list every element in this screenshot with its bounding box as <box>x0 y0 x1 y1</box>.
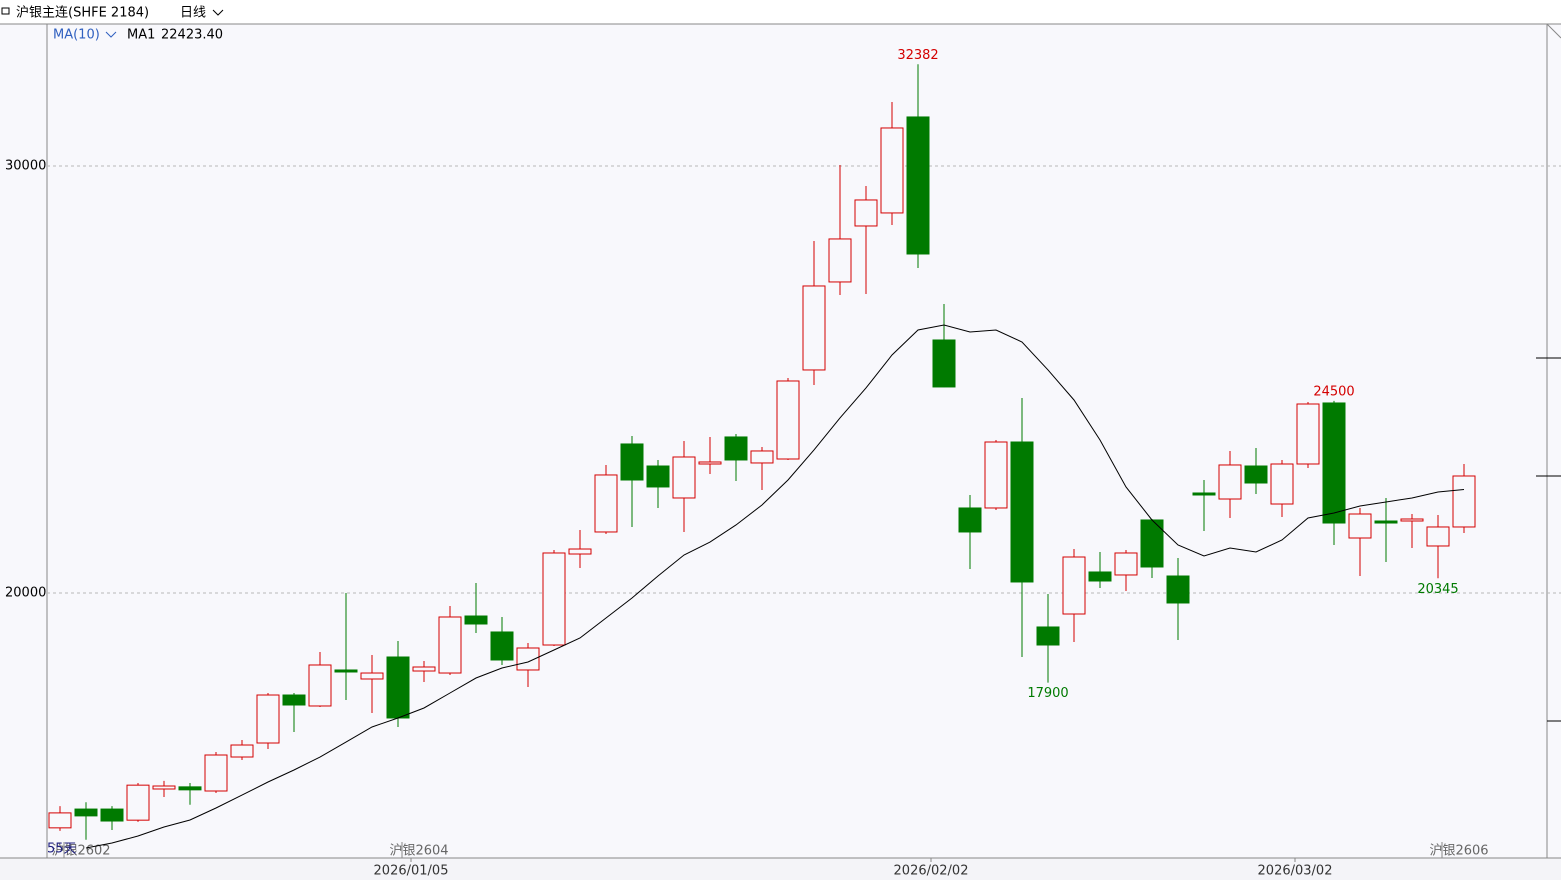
candle-body <box>1270 463 1294 505</box>
candle-body <box>438 616 462 674</box>
contract-label: 沪银2604 <box>389 843 448 859</box>
ma-line <box>85 324 1465 849</box>
ma-indicator[interactable]: MA(10) <box>53 28 100 43</box>
candle-body <box>542 552 566 646</box>
candle-body <box>776 380 800 460</box>
x-tick-label: 2026/01/05 <box>374 864 449 879</box>
candle-body <box>1400 518 1424 522</box>
candle-body <box>386 656 410 719</box>
candle-body <box>126 784 150 821</box>
high-label: 24500 <box>1313 384 1354 399</box>
candle-body <box>1348 513 1372 539</box>
candle-body <box>282 694 306 706</box>
candle-body <box>1062 556 1086 615</box>
candle-body <box>672 456 696 499</box>
candle-body <box>464 615 488 625</box>
period-selector[interactable]: 日线 <box>180 6 206 21</box>
candle-body <box>698 461 722 465</box>
chart-title[interactable]: 沪银主连(SHFE 2184) <box>16 5 149 21</box>
candle-body <box>1218 464 1242 500</box>
candle-body <box>178 786 202 791</box>
toolbar <box>0 0 1561 24</box>
candle-body <box>958 507 982 533</box>
menu-icon[interactable] <box>1 7 10 15</box>
candle-body <box>334 669 358 673</box>
candle-body <box>490 631 514 661</box>
candle-body <box>646 465 670 488</box>
candle-body <box>984 441 1008 509</box>
candle-body <box>1452 475 1476 528</box>
candle-body <box>1088 571 1112 582</box>
candle-body <box>152 785 176 790</box>
candle-body <box>308 664 332 707</box>
y-tick-label: 20000 <box>5 585 46 600</box>
x-tick-label: 2026/02/02 <box>894 864 969 879</box>
ma-name: MA1 <box>127 28 155 43</box>
candle-body <box>230 744 254 758</box>
candle-body <box>802 285 826 371</box>
candle-body <box>854 199 878 227</box>
candle-body <box>1114 552 1138 576</box>
high-label: 32382 <box>897 48 938 63</box>
x-axis-band <box>0 858 1561 880</box>
ma-value: 22423.40 <box>161 28 223 43</box>
candle-body <box>620 443 644 481</box>
candle-body <box>1244 465 1268 484</box>
candle-body <box>1296 403 1320 465</box>
bar-count: 55天 <box>47 842 77 857</box>
candle-body <box>724 436 748 461</box>
candle-body <box>204 754 228 792</box>
candle-body <box>906 116 930 255</box>
candle-body <box>880 127 904 214</box>
contract-label: 沪银2606 <box>1429 843 1488 859</box>
candle-body <box>412 666 436 672</box>
candle-body <box>256 694 280 744</box>
candle-body <box>1192 492 1216 496</box>
candle-body <box>750 450 774 464</box>
candle-body <box>516 647 540 671</box>
candle-body <box>1426 526 1450 547</box>
dropdown-arrow[interactable] <box>105 31 117 38</box>
low-label: 17900 <box>1027 686 1068 701</box>
corner <box>1546 23 1561 39</box>
candle-body <box>74 808 98 817</box>
candle-body <box>1322 402 1346 524</box>
candle-body <box>1166 575 1190 604</box>
x-tick-label: 2026/03/02 <box>1258 864 1333 879</box>
dropdown-arrow[interactable] <box>212 9 224 16</box>
candle-body <box>932 339 956 388</box>
candle-body <box>828 238 852 283</box>
candle-body <box>1036 626 1060 646</box>
candle-body <box>100 808 124 822</box>
candle-body <box>360 672 384 680</box>
candle-body <box>568 548 592 555</box>
y-tick-label: 30000 <box>5 158 46 173</box>
low-label: 20345 <box>1417 582 1458 597</box>
candle-body <box>1374 520 1398 524</box>
candle-body <box>48 812 72 829</box>
candle-body <box>1010 441 1034 583</box>
candle-body <box>594 474 618 533</box>
